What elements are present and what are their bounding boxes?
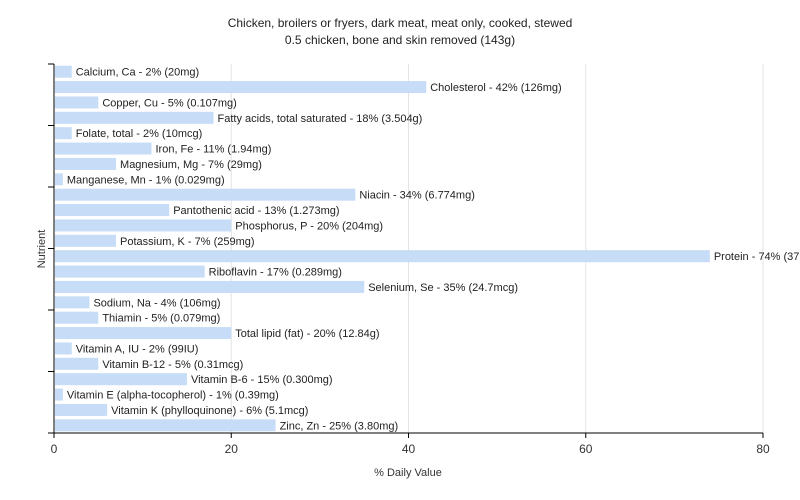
chart-subtitle: 0.5 chicken, bone and skin removed (143g… <box>285 33 515 47</box>
bar-label: Vitamin B-6 - 15% (0.300mg) <box>191 374 333 386</box>
bar-label: Fatty acids, total saturated - 18% (3.50… <box>218 113 423 125</box>
bar <box>55 173 63 186</box>
bar-label: Vitamin A, IU - 2% (99IU) <box>76 343 199 355</box>
bar <box>55 265 205 278</box>
bar <box>55 280 365 293</box>
grid-lines <box>230 64 764 433</box>
bar <box>55 357 99 370</box>
x-tick-label: 60 <box>579 442 593 456</box>
bar <box>55 419 276 432</box>
bar <box>55 250 710 263</box>
bar-label: Riboflavin - 17% (0.289mg) <box>209 267 342 279</box>
bar-label: Magnesium, Mg - 7% (29mg) <box>120 159 262 171</box>
bar <box>55 157 117 170</box>
bar <box>55 188 356 201</box>
bar <box>55 65 72 78</box>
bar <box>55 388 63 401</box>
bar <box>55 342 72 355</box>
bar <box>55 296 90 309</box>
bar-label: Cholesterol - 42% (126mg) <box>430 82 561 94</box>
bar <box>55 127 72 140</box>
bar-label: Pantothenic acid - 13% (1.273mg) <box>173 205 339 217</box>
bar <box>55 327 232 340</box>
x-tick-label: 40 <box>402 442 416 456</box>
x-axis-label: % Daily Value <box>374 467 442 479</box>
bar <box>55 204 170 217</box>
bar <box>55 311 99 324</box>
bar-label: Manganese, Mn - 1% (0.029mg) <box>67 174 225 186</box>
chart-title: Chicken, broilers or fryers, dark meat, … <box>228 16 573 30</box>
x-tick-label: 0 <box>51 442 58 456</box>
bar-label: Calcium, Ca - 2% (20mg) <box>76 67 199 79</box>
bar-label: Protein - 74% (37.14g) <box>714 251 800 263</box>
bar-label: Phosphorus, P - 20% (204mg) <box>235 220 383 232</box>
bar-label: Vitamin B-12 - 5% (0.31mcg) <box>102 359 243 371</box>
bar-label: Vitamin K (phylloquinone) - 6% (5.1mcg) <box>111 405 308 417</box>
bar <box>55 373 187 386</box>
bar <box>55 403 108 416</box>
bar-label: Selenium, Se - 35% (24.7mcg) <box>368 282 518 294</box>
bar-label: Thiamin - 5% (0.079mg) <box>102 313 220 325</box>
bar <box>55 219 232 232</box>
bar <box>55 111 214 124</box>
x-tick-label: 20 <box>225 442 239 456</box>
bar-label: Vitamin E (alpha-tocopherol) - 1% (0.39m… <box>67 390 279 402</box>
bar-label: Sodium, Na - 4% (106mg) <box>93 297 220 309</box>
bar-label: Niacin - 34% (6.774mg) <box>359 190 475 202</box>
bar-label: Iron, Fe - 11% (1.94mg) <box>155 144 271 156</box>
bar-label: Potassium, K - 7% (259mg) <box>120 236 255 248</box>
x-tick-label: 80 <box>756 442 770 456</box>
axes-group: 0 20 40 60 80 <box>48 63 770 456</box>
bars-group: Calcium, Ca - 2% (20mg) Cholesterol - 42%… <box>55 65 800 432</box>
bar-label: Total lipid (fat) - 20% (12.84g) <box>235 328 379 340</box>
bar-label: Folate, total - 2% (10mcg) <box>76 128 203 140</box>
bar-label: Zinc, Zn - 25% (3.80mg) <box>280 420 399 432</box>
bar <box>55 81 427 94</box>
bar <box>55 234 117 247</box>
bar-label: Copper, Cu - 5% (0.107mg) <box>102 97 237 109</box>
bar <box>55 142 152 155</box>
y-axis-label: Nutrient <box>36 230 48 269</box>
bar <box>55 96 99 109</box>
